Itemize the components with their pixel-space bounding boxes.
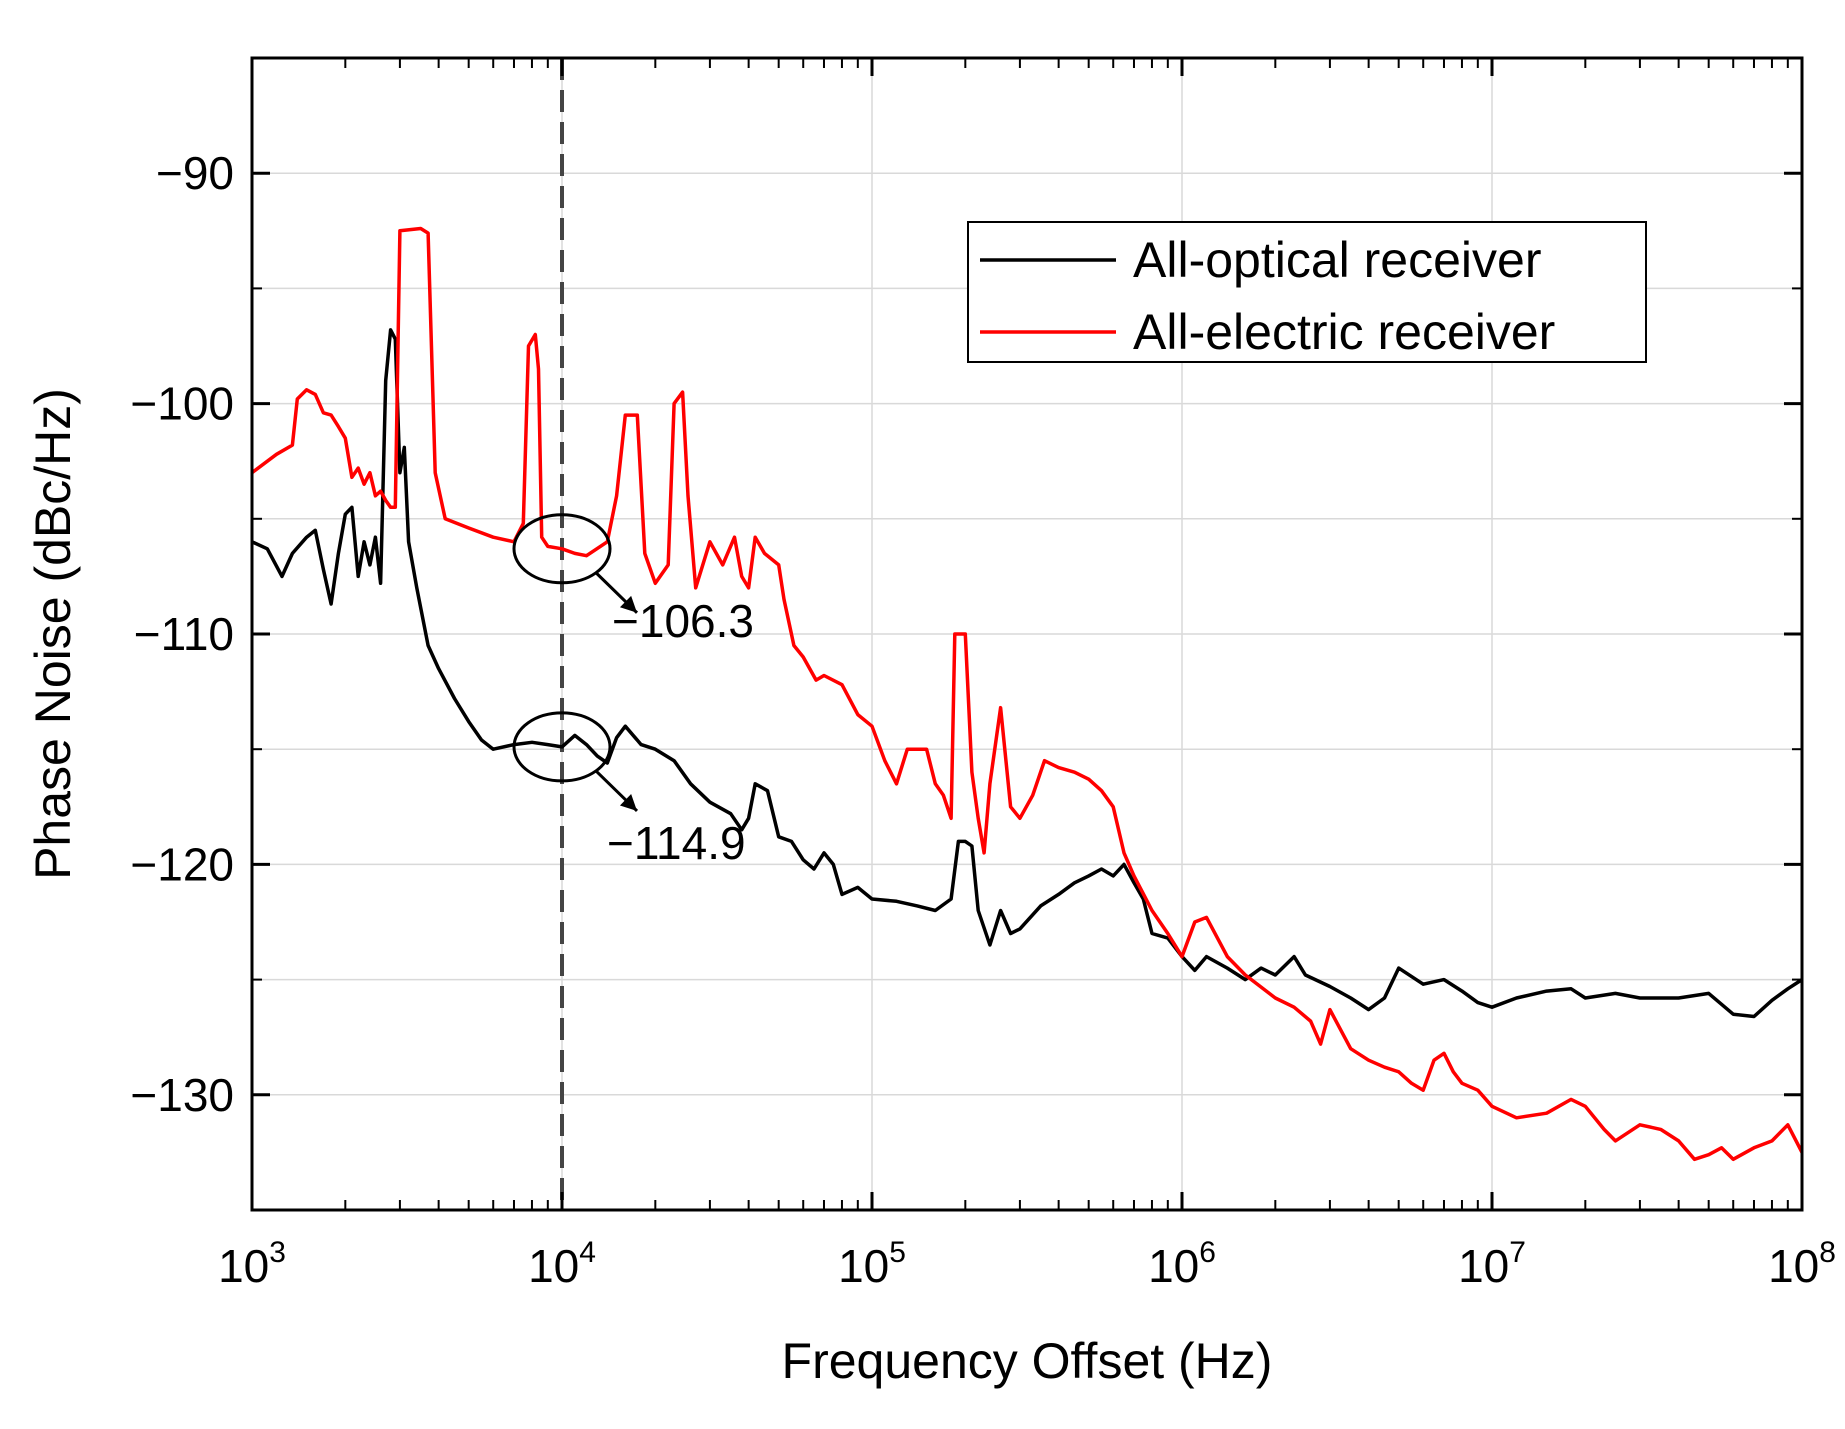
series-line-all-electric bbox=[250, 226, 1804, 1162]
x-tick-label: 107 bbox=[1458, 1236, 1526, 1292]
x-tick-exponent: 3 bbox=[269, 1236, 286, 1269]
x-tick-exponent: 4 bbox=[579, 1236, 596, 1269]
y-tick-label: −90 bbox=[156, 147, 234, 199]
annotation-ellipse bbox=[512, 513, 612, 585]
x-tick-exponent: 5 bbox=[889, 1236, 906, 1269]
y-tick-label: −110 bbox=[134, 608, 234, 660]
axis-layer: 103 104 105 106 107 108−90−100−110−120−130Fre… bbox=[25, 56, 1836, 1389]
annotation-label: −114.9 bbox=[607, 817, 746, 869]
series-line-all-optical bbox=[251, 328, 1803, 1019]
y-axis-title: Phase Noise (dBc/Hz) bbox=[25, 388, 81, 880]
x-tick-label: 106 bbox=[1148, 1236, 1216, 1292]
x-tick-exponent: 6 bbox=[1199, 1236, 1216, 1269]
x-tick-base: 10 bbox=[1458, 1240, 1509, 1292]
x-tick-exponent: 7 bbox=[1509, 1236, 1526, 1269]
x-tick-base: 10 bbox=[528, 1240, 579, 1292]
arrow-head bbox=[619, 793, 637, 811]
x-tick-label: 108 bbox=[1768, 1236, 1836, 1292]
x-tick-label: 104 bbox=[528, 1236, 596, 1292]
legend-label: All-electric receiver bbox=[1133, 304, 1555, 360]
x-tick-exponent: 8 bbox=[1819, 1236, 1836, 1269]
series-layer bbox=[250, 226, 1804, 1162]
x-axis-title: Frequency Offset (Hz) bbox=[782, 1333, 1273, 1389]
y-tick-label: −100 bbox=[130, 378, 234, 430]
x-tick-base: 10 bbox=[1768, 1240, 1819, 1292]
annotation-ellipse bbox=[512, 711, 612, 783]
x-tick-base: 10 bbox=[838, 1240, 889, 1292]
legend: All-optical receiver All-electric receive… bbox=[967, 221, 1647, 363]
y-tick-label: −120 bbox=[130, 838, 234, 890]
x-tick-label: 103 bbox=[218, 1236, 286, 1292]
y-tick-label: −130 bbox=[130, 1069, 234, 1121]
annotation-label: −106.3 bbox=[612, 595, 754, 647]
x-tick-base: 10 bbox=[1148, 1240, 1199, 1292]
legend-box bbox=[967, 221, 1647, 363]
legend-label: All-optical receiver bbox=[1133, 232, 1541, 288]
x-tick-label: 105 bbox=[838, 1236, 906, 1292]
annotation-layer: −106.3 −114.9 bbox=[512, 513, 754, 869]
x-tick-base: 10 bbox=[218, 1240, 269, 1292]
arrow-head bbox=[619, 595, 637, 613]
